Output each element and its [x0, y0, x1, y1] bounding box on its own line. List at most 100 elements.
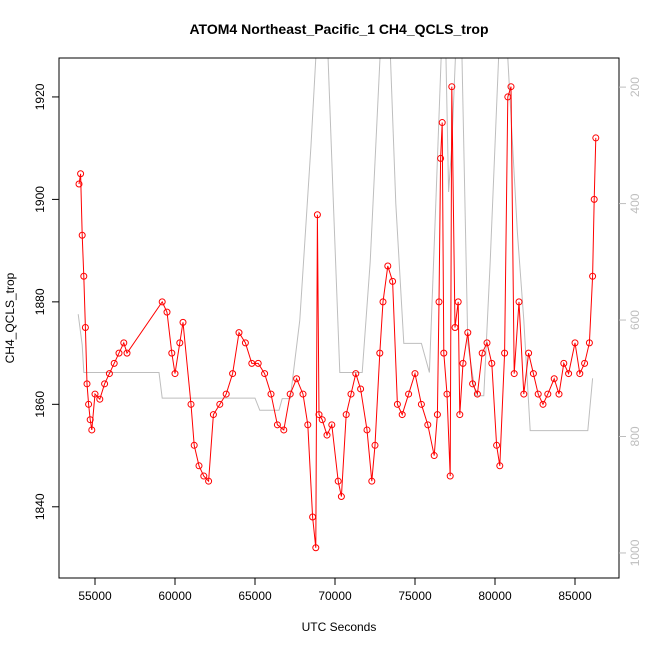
data-point	[96, 395, 104, 403]
data-point	[437, 154, 445, 162]
data-point	[83, 380, 91, 388]
data-point	[451, 323, 459, 331]
data-point	[323, 431, 331, 439]
data-point	[337, 493, 345, 501]
data-point	[77, 170, 85, 178]
y-axis-label: CH4_QCLS_trop	[3, 272, 17, 363]
data-point	[363, 426, 371, 434]
y-tick-label: 1860	[33, 391, 47, 418]
data-point	[590, 195, 598, 203]
plot-area	[75, 58, 600, 552]
x-tick-label: 70000	[318, 589, 352, 603]
y2-tick-label: 400	[628, 193, 642, 213]
data-point	[501, 349, 509, 357]
data-point	[216, 400, 224, 408]
data-point	[293, 375, 301, 383]
data-point	[168, 349, 176, 357]
data-point	[376, 349, 384, 357]
data-point	[187, 400, 195, 408]
data-point	[209, 411, 217, 419]
y2-tick-label: 200	[628, 77, 642, 97]
data-point	[179, 318, 187, 326]
x-tick-label: 60000	[158, 589, 192, 603]
data-point	[565, 370, 573, 378]
data-point	[158, 298, 166, 306]
data-point	[235, 329, 243, 337]
data-point	[520, 390, 528, 398]
y2-tick-label: 600	[628, 310, 642, 330]
x-tick-label: 75000	[398, 589, 432, 603]
data-point	[205, 477, 213, 485]
data-point	[424, 421, 432, 429]
data-point	[389, 277, 397, 285]
data-point	[328, 421, 336, 429]
data-point	[560, 359, 568, 367]
series-line	[78, 86, 597, 548]
x-tick-label: 80000	[478, 589, 512, 603]
data-point	[384, 262, 392, 270]
data-point	[318, 416, 326, 424]
data-point	[417, 400, 425, 408]
data-point	[309, 513, 317, 521]
data-point	[393, 400, 401, 408]
data-point	[286, 390, 294, 398]
y-tick-label: 1920	[33, 83, 47, 110]
data-point	[222, 390, 230, 398]
data-point	[529, 370, 537, 378]
data-point	[299, 390, 307, 398]
data-point	[195, 462, 203, 470]
x-tick-label: 65000	[238, 589, 272, 603]
data-point	[91, 390, 99, 398]
data-point	[229, 370, 237, 378]
data-point	[464, 329, 472, 337]
data-point	[456, 411, 464, 419]
data-point	[110, 359, 118, 367]
data-point	[304, 421, 312, 429]
data-point	[473, 390, 481, 398]
data-point	[496, 462, 504, 470]
data-point	[342, 411, 350, 419]
data-point	[438, 119, 446, 127]
data-point	[435, 298, 443, 306]
data-point	[430, 452, 438, 460]
data-point	[405, 390, 413, 398]
data-point	[488, 359, 496, 367]
data-point	[171, 370, 179, 378]
y2-tick-label: 800	[628, 426, 642, 446]
data-point	[525, 349, 533, 357]
data-point	[555, 390, 563, 398]
data-point	[576, 370, 584, 378]
data-point	[120, 339, 128, 347]
data-point	[312, 544, 320, 552]
data-point	[368, 477, 376, 485]
data-point	[493, 441, 501, 449]
data-point	[433, 411, 441, 419]
y2-tick-label: 1000	[628, 539, 642, 566]
data-point	[459, 359, 467, 367]
data-point	[80, 272, 88, 280]
data-point	[315, 411, 323, 419]
data-point	[115, 349, 123, 357]
data-point	[267, 390, 275, 398]
data-point	[88, 426, 96, 434]
x-tick-label: 55000	[78, 589, 112, 603]
data-point	[379, 298, 387, 306]
data-point	[105, 370, 113, 378]
data-point	[544, 390, 552, 398]
data-point	[411, 370, 419, 378]
data-point	[254, 359, 262, 367]
data-point	[78, 231, 86, 239]
data-point	[200, 472, 208, 480]
chart-title: ATOM4 Northeast_Pacific_1 CH4_QCLS_trop	[189, 21, 488, 37]
data-point	[334, 477, 342, 485]
data-point	[371, 441, 379, 449]
y-tick-label: 1900	[33, 186, 47, 213]
data-point	[510, 370, 518, 378]
data-point	[448, 83, 456, 91]
data-point	[515, 298, 523, 306]
data-point	[581, 359, 589, 367]
x-axis-label: UTC Seconds	[302, 620, 377, 634]
